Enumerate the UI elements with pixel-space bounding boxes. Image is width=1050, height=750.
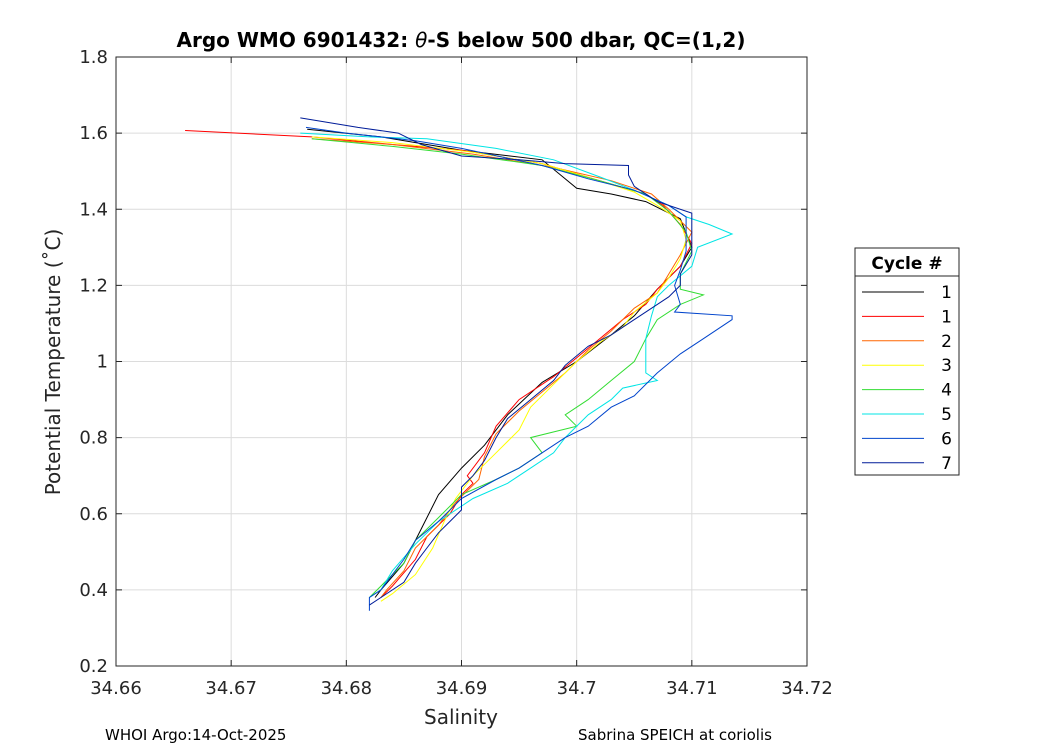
y-axis-ticks: 0.2 0.4 0.6 0.8 1 1.2 1.4 1.6 1.8 <box>79 47 807 677</box>
legend-entry-2: 2 <box>941 332 952 352</box>
legend-entry-0: 1 <box>941 283 952 303</box>
x-tick-label: 34.67 <box>205 678 257 699</box>
y-tick-label: 1.6 <box>79 123 108 144</box>
series-line-7 <box>300 117 693 606</box>
x-tick-label: 34.71 <box>666 678 718 699</box>
legend-entry-3: 3 <box>941 356 952 376</box>
series-line-0 <box>307 128 693 598</box>
footer-right: Sabrina SPEICH at coriolis <box>578 726 772 744</box>
legend-items: 1 1 2 3 4 5 6 7 <box>862 283 952 474</box>
footer-left: WHOI Argo:14-Oct-2025 <box>105 726 287 744</box>
legend-box <box>854 247 960 476</box>
x-tick-label: 34.66 <box>90 678 142 699</box>
legend-entry-1: 1 <box>941 307 952 327</box>
series-line-5 <box>300 132 734 598</box>
y-tick-label: 1.8 <box>79 47 108 68</box>
series-line-1 <box>185 130 693 598</box>
series-line-3 <box>311 136 687 602</box>
series-line-2 <box>311 138 693 598</box>
y-tick-label: 1 <box>97 352 108 373</box>
y-tick-label: 0.2 <box>79 656 108 677</box>
legend: Cycle # 1 1 2 3 4 5 6 7 <box>854 247 960 476</box>
legend-entry-6: 6 <box>941 429 952 449</box>
x-tick-label: 34.68 <box>321 678 373 699</box>
legend-entry-7: 7 <box>941 454 952 474</box>
x-tick-label: 34.69 <box>436 678 488 699</box>
x-tick-label: 34.7 <box>557 678 597 699</box>
chart-title: Argo WMO 6901432: θ-S below 500 dbar, QC… <box>177 28 746 52</box>
y-tick-label: 1.4 <box>79 199 108 220</box>
y-axis-label: Potential Temperature (˚C) <box>41 229 65 496</box>
y-tick-label: 0.8 <box>79 428 108 449</box>
plot-area <box>185 117 734 611</box>
y-tick-label: 0.4 <box>79 580 108 601</box>
series-line-6 <box>305 126 733 611</box>
series-line-4 <box>311 138 706 598</box>
x-axis-ticks: 34.66 34.67 34.68 34.69 34.7 34.71 34.72 <box>90 57 833 699</box>
x-tick-label: 34.72 <box>781 678 833 699</box>
x-axis-label: Salinity <box>424 705 498 729</box>
legend-entry-4: 4 <box>941 381 952 401</box>
y-tick-label: 0.6 <box>79 504 108 525</box>
legend-entry-5: 5 <box>941 405 952 425</box>
y-tick-label: 1.2 <box>79 275 108 296</box>
legend-title: Cycle # <box>871 254 942 274</box>
